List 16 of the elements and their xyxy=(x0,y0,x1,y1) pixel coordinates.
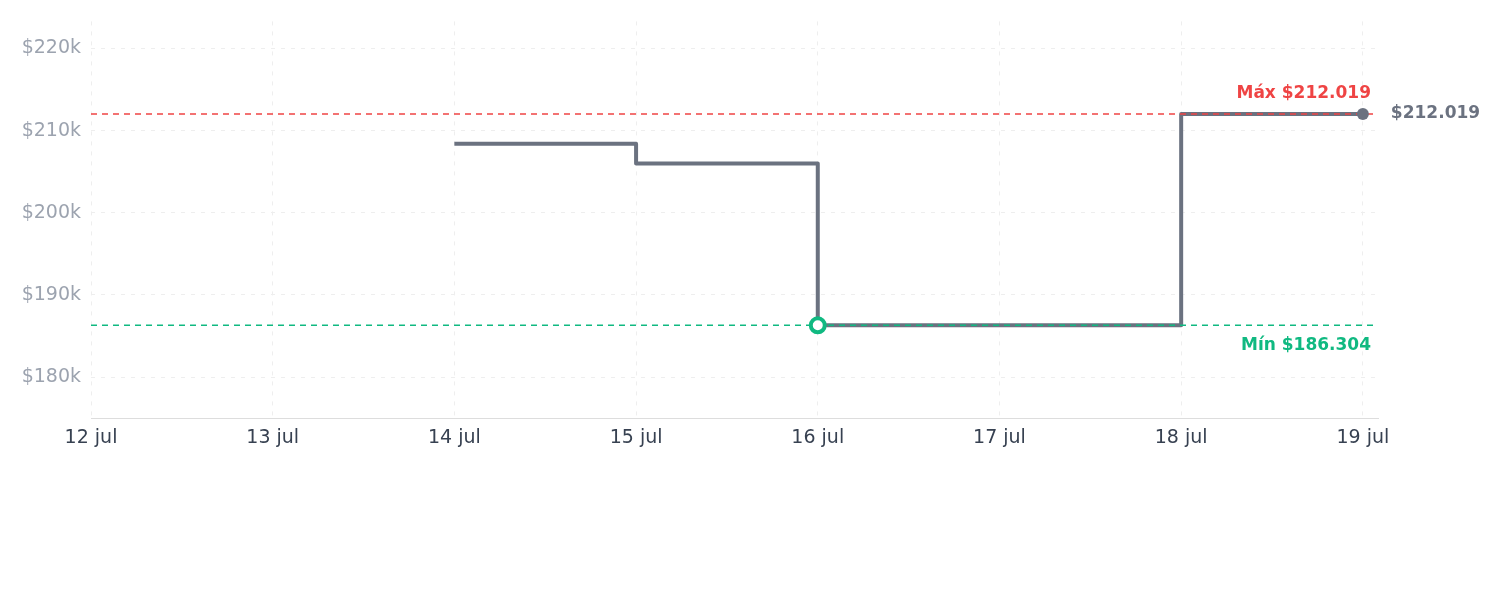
y-tick-label: $210k xyxy=(21,117,81,140)
x-tick-label: 17 jul xyxy=(973,424,1026,447)
y-tick-label: $190k xyxy=(21,281,81,304)
x-tick-label: 18 jul xyxy=(1154,424,1208,447)
ref-line-label: Mín $186.304 xyxy=(1240,334,1372,355)
y-tick-label: $180k xyxy=(21,364,81,387)
x-tick-label: 13 jul xyxy=(246,424,300,447)
y-tick-label: $220k xyxy=(21,35,81,58)
x-tick-label: 19 jul xyxy=(1336,424,1390,447)
ref-line-label: Máx $212.019 xyxy=(1236,82,1371,102)
x-tick-label: 14 jul xyxy=(427,424,481,447)
x-tick-label: 16 jul xyxy=(791,424,845,447)
x-tick-label: 12 jul xyxy=(64,424,118,447)
y-tick-label: $200k xyxy=(21,199,81,222)
annotation: $212.019 xyxy=(1390,102,1481,123)
x-tick-label: 15 jul xyxy=(609,424,663,447)
